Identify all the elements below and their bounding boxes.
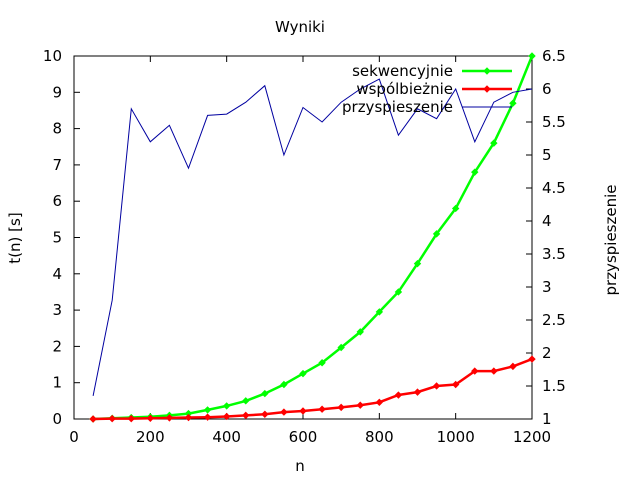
y-tick-label: 1 — [52, 374, 62, 392]
data-point-sekwencyjnie — [509, 99, 517, 107]
data-point-sekwencyjnie — [356, 328, 364, 336]
x-tick-label: 800 — [365, 428, 394, 446]
data-point-wspolbieznie — [299, 407, 307, 415]
data-point-wspolbieznie — [222, 412, 231, 421]
y2-tick-label: 6.5 — [542, 47, 566, 65]
data-point-wspolbieznie — [451, 380, 460, 389]
axis-ticks: 0 200 400 600 800 1000 1200 0 1 2 3 4 5 6 7 8 9 10 1 1.5 2 2.… — [43, 47, 566, 446]
data-point-wspolbieznie — [318, 405, 326, 413]
legend-marker-sekwencyjnie — [483, 67, 491, 75]
data-point-sekwencyjnie — [280, 380, 288, 389]
legend-marker-wspolbieznie — [483, 85, 491, 93]
data-point-wspolbieznie — [471, 367, 479, 375]
y2-tick-label: 4 — [542, 212, 552, 230]
data-point-sekwencyjnie — [222, 402, 231, 410]
y2-tick-label: 1.5 — [542, 377, 566, 395]
x-tick-label: 200 — [136, 428, 165, 446]
data-point-wspolbieznie — [528, 355, 536, 363]
y2-tick-label: 2 — [542, 344, 552, 362]
series-layer — [89, 52, 536, 423]
data-point-sekwencyjnie — [528, 52, 536, 60]
data-point-wspolbieznie — [509, 362, 517, 371]
data-point-wspolbieznie — [127, 414, 135, 423]
y2-tick-label: 1 — [542, 410, 552, 428]
data-point-wspolbieznie — [89, 415, 97, 423]
x-tick-label: 400 — [212, 428, 241, 446]
x-tick-label: 1000 — [437, 428, 475, 446]
data-point-wspolbieznie — [184, 413, 193, 422]
data-point-sekwencyjnie — [394, 288, 403, 296]
y2-tick-label: 2.5 — [542, 311, 566, 329]
series-line-sekwencyjnie — [93, 55, 534, 421]
data-point-sekwencyjnie — [432, 230, 441, 238]
data-point-sekwencyjnie — [318, 359, 326, 367]
y-tick-label: 5 — [52, 229, 62, 247]
legend-label-sekwencyjnie: sekwencyjnie — [352, 62, 453, 80]
legend-label-wspolbieznie: wspólbieżnie — [356, 80, 453, 98]
y-tick-label: 7 — [52, 156, 62, 174]
x-tick-label: 0 — [69, 428, 79, 446]
data-point-wspolbieznie — [165, 414, 174, 422]
data-point-sekwencyjnie — [337, 343, 345, 352]
data-point-sekwencyjnie — [261, 389, 269, 398]
data-point-wspolbieznie — [261, 410, 269, 418]
y-tick-label: 2 — [52, 337, 62, 355]
y-tick-label: 10 — [43, 47, 62, 65]
x-axis-label: n — [295, 457, 305, 475]
y-tick-label: 9 — [52, 83, 62, 101]
data-point-wspolbieznie — [490, 367, 498, 375]
y-axis-label: t(n) [s] — [6, 212, 24, 263]
data-point-wspolbieznie — [146, 414, 155, 422]
data-point-sekwencyjnie — [203, 406, 212, 414]
chart-title: Wyniki — [275, 18, 325, 36]
y-tick-label: 8 — [52, 120, 62, 138]
y2-tick-label: 6 — [542, 80, 552, 98]
data-point-wspolbieznie — [203, 413, 212, 421]
y2-axis-label: przyspieszenie — [602, 185, 620, 296]
y2-tick-label: 3 — [542, 278, 552, 296]
y-tick-label: 3 — [52, 301, 62, 319]
series-line-przyspieszenie — [92, 78, 533, 396]
data-point-sekwencyjnie — [451, 204, 460, 213]
y-tick-label: 0 — [52, 410, 62, 428]
data-point-wspolbieznie — [108, 414, 116, 423]
y2-tick-label: 4.5 — [542, 179, 566, 197]
y2-tick-label: 5 — [542, 146, 552, 164]
x-tick-label: 1200 — [513, 428, 551, 446]
y2-tick-label: 5.5 — [542, 113, 566, 131]
data-point-wspolbieznie — [356, 401, 364, 409]
y-tick-label: 4 — [52, 265, 62, 283]
y2-tick-label: 3.5 — [542, 245, 566, 263]
y-tick-label: 6 — [52, 192, 62, 210]
data-point-wspolbieznie — [432, 382, 441, 390]
data-point-wspolbieznie — [280, 408, 288, 416]
x-tick-label: 600 — [289, 428, 318, 446]
data-point-sekwencyjnie — [413, 259, 422, 268]
data-point-sekwencyjnie — [299, 369, 307, 378]
data-point-sekwencyjnie — [375, 308, 384, 316]
data-point-sekwencyjnie — [490, 139, 498, 147]
data-point-wspolbieznie — [375, 398, 384, 407]
data-point-wspolbieznie — [242, 411, 250, 420]
data-point-wspolbieznie — [413, 388, 422, 396]
data-point-wspolbieznie — [337, 403, 345, 412]
data-point-sekwencyjnie — [242, 397, 250, 405]
data-point-wspolbieznie — [394, 391, 403, 399]
legend-label-przyspieszenie: przyspieszenie — [342, 98, 453, 116]
data-point-sekwencyjnie — [471, 168, 479, 176]
